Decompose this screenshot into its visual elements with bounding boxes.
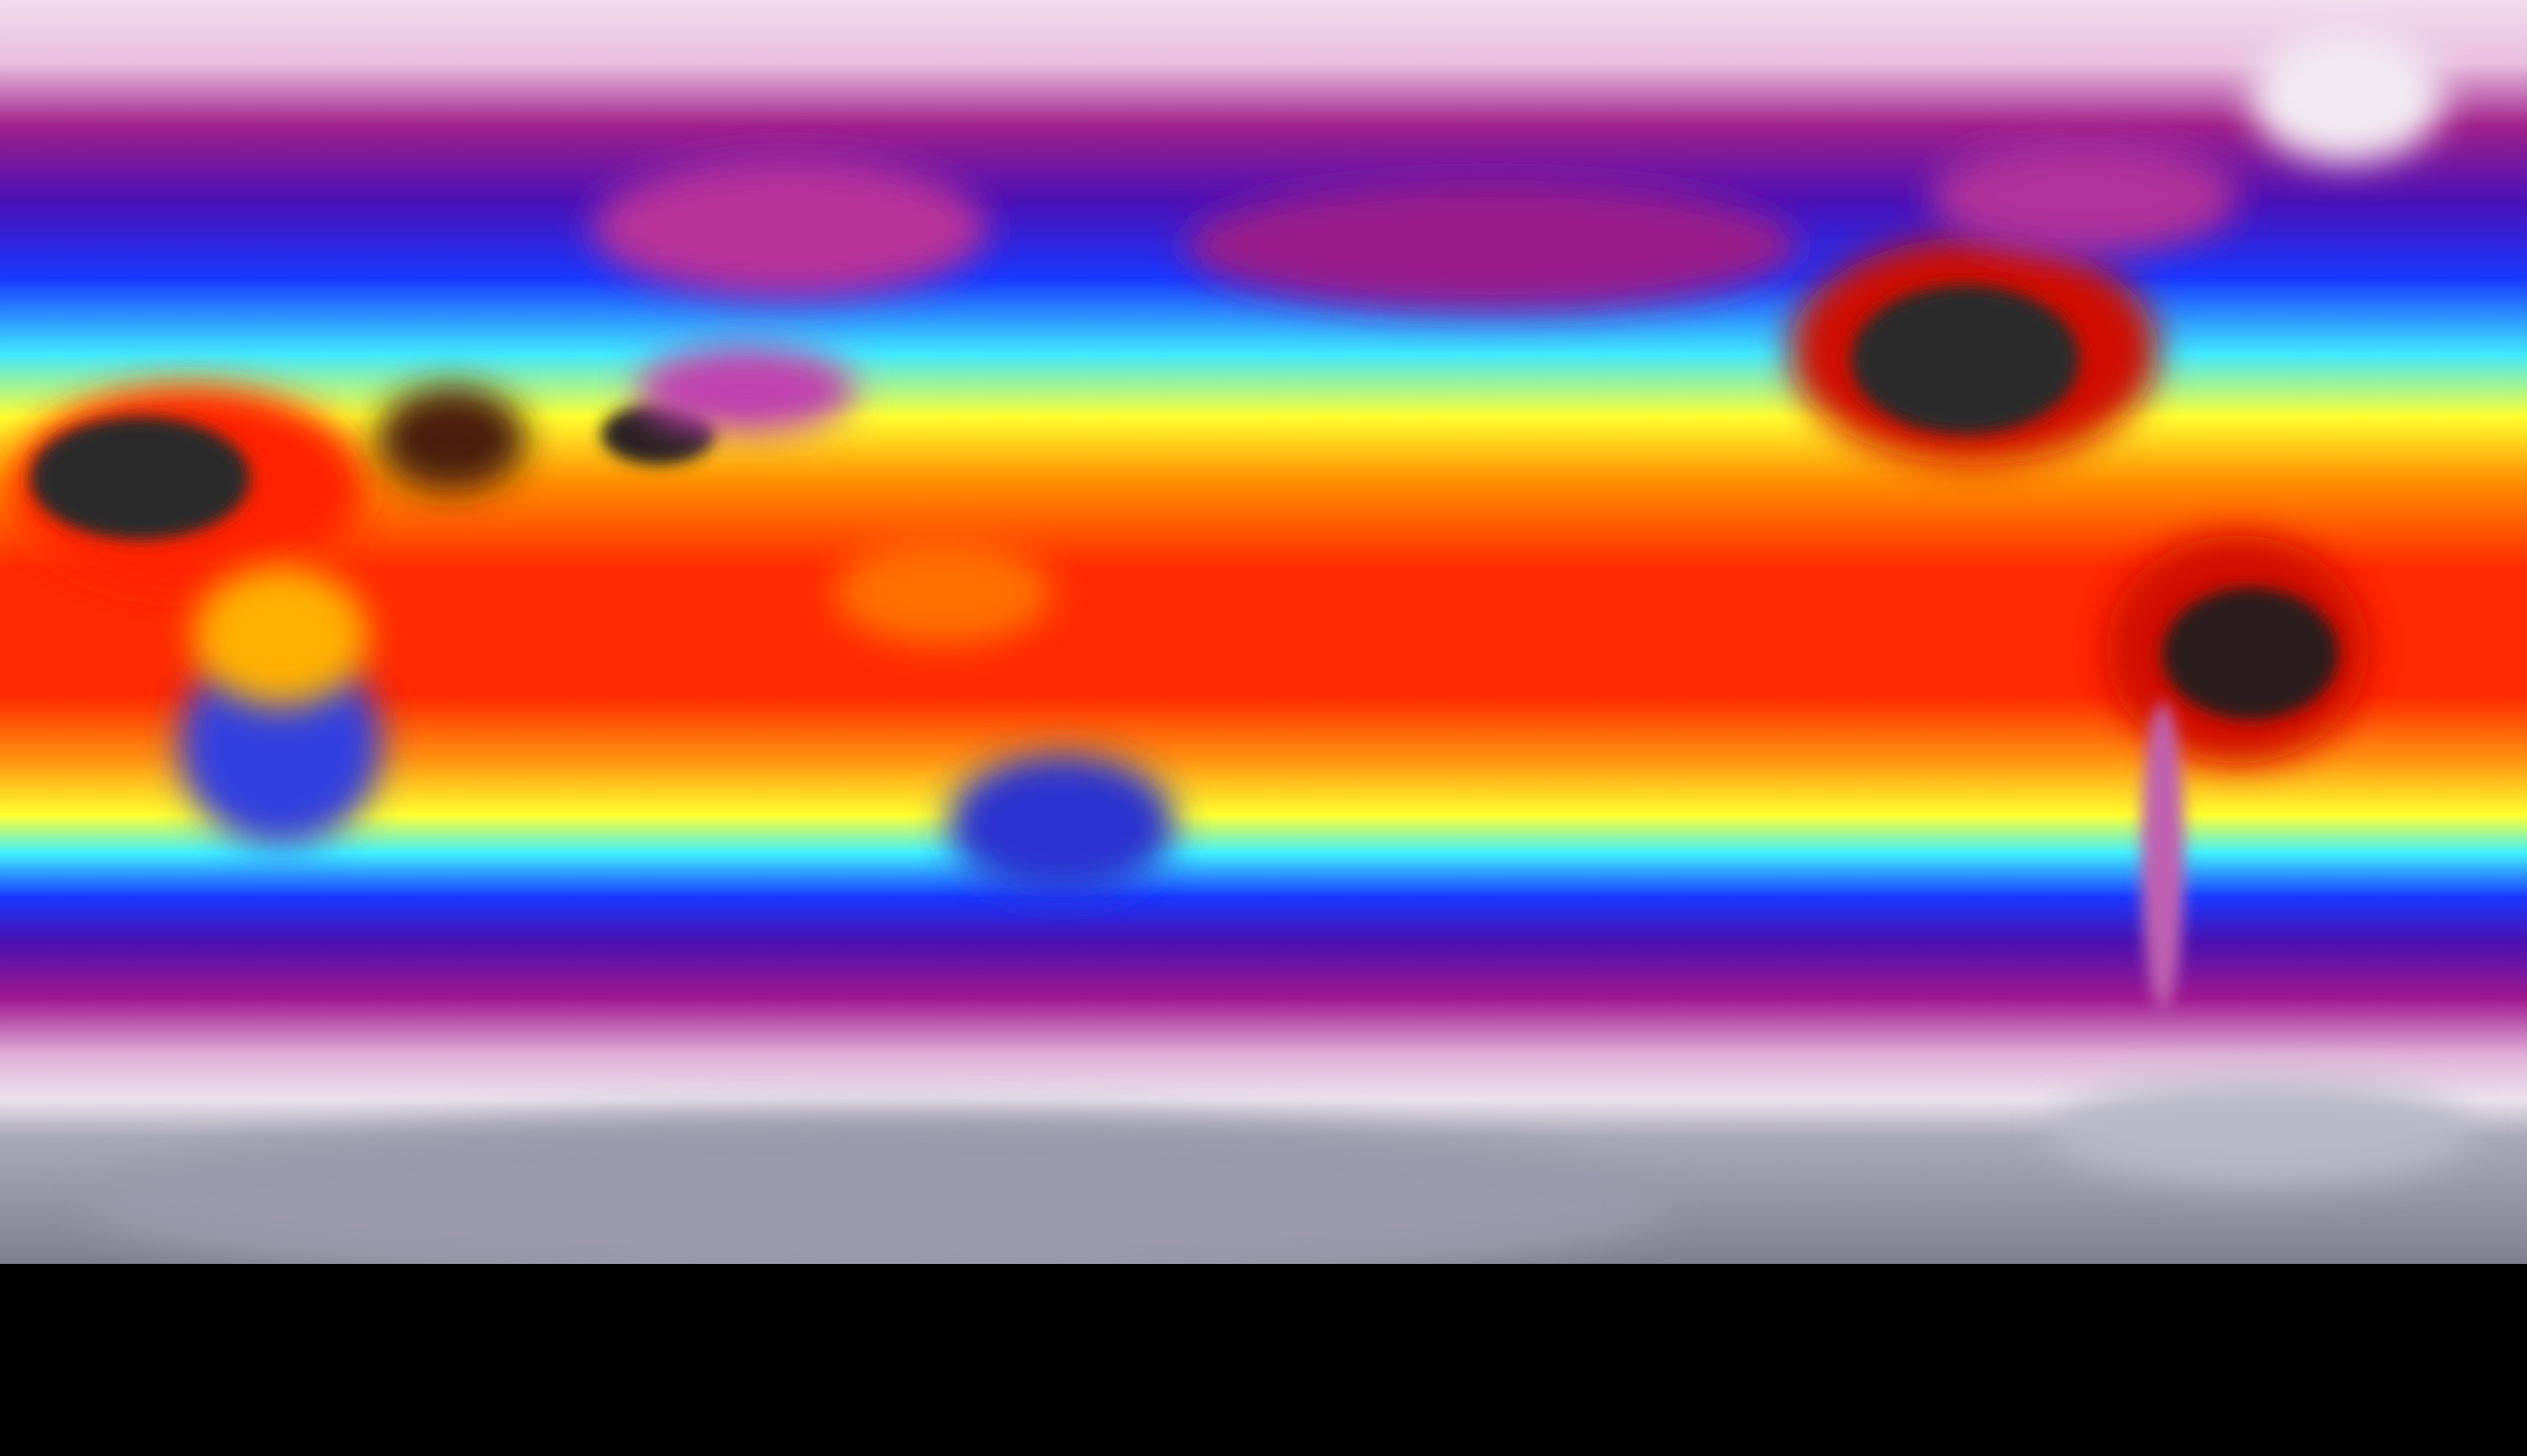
temperature-map bbox=[0, 0, 2527, 1264]
land-features bbox=[13, 30, 2470, 1264]
tibet-plateau bbox=[636, 346, 856, 435]
siberia bbox=[592, 158, 988, 299]
antarctica-east bbox=[2048, 1079, 2470, 1185]
antarctica-ice bbox=[88, 1114, 1667, 1264]
us-hot bbox=[1851, 285, 2080, 435]
central-africa bbox=[193, 566, 369, 707]
canada bbox=[1930, 140, 2238, 255]
south-africa bbox=[179, 645, 382, 847]
sahara-hot bbox=[30, 416, 250, 540]
maritime-warm bbox=[833, 539, 1053, 645]
australia bbox=[948, 755, 1176, 895]
andes bbox=[2141, 701, 2185, 1009]
greenland bbox=[2251, 30, 2444, 163]
amazon-hot bbox=[2163, 588, 2338, 720]
arabia-hot bbox=[377, 386, 527, 492]
north-asia bbox=[1184, 179, 1799, 312]
